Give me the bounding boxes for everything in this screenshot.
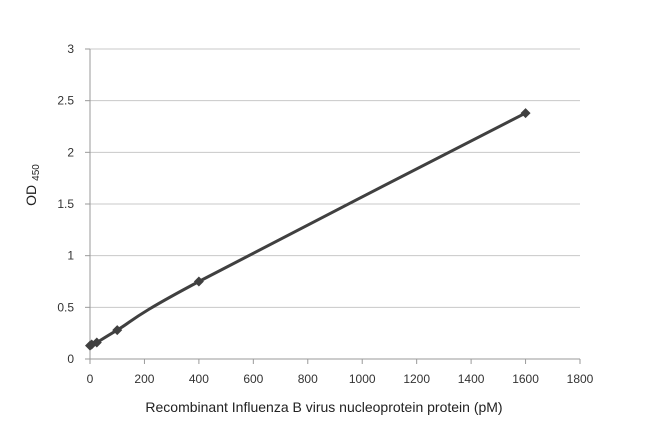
y-tick-label-2: 1 [67,249,74,263]
x-tick-label-4: 800 [298,372,318,386]
x-tick-label-3: 600 [243,372,263,386]
y-axis-title-subscript: 450 [31,164,42,181]
x-tick-label-9: 1800 [567,372,594,386]
x-tick-label-2: 400 [189,372,209,386]
y-tick-label-3: 1.5 [57,197,74,211]
y-tick-label-4: 2 [67,145,74,159]
data-point-4 [193,276,204,287]
x-tick-label-7: 1400 [458,372,485,386]
data-point-3 [112,325,123,336]
axes [85,48,581,364]
y-axis-title-main: OD [23,185,39,206]
x-tick-label-8: 1600 [512,372,539,386]
x-tick-label-1: 200 [134,372,154,386]
y-tick-label-0: 0 [67,352,74,366]
x-tick-label-5: 1000 [349,372,376,386]
y-tick-label-1: 0.5 [57,300,74,314]
series-line-0 [89,111,527,347]
x-tick-label-6: 1200 [403,372,430,386]
data-point-2 [91,337,102,348]
x-tick-label-0: 0 [87,372,94,386]
y-tick-labels: 0 0.5 1 1.5 2 2.5 3 [57,42,74,366]
y-axis-title: OD 450 [23,164,42,206]
x-axis-title: Recombinant Influenza B virus nucleoprot… [145,399,502,415]
x-tick-labels: 0 200 400 600 800 1000 1200 1400 1600 1800 [87,372,594,386]
y-tick-label-6: 3 [67,42,74,56]
data-point-5 [520,108,531,119]
y-tick-label-5: 2.5 [57,94,74,108]
gridlines [90,48,580,308]
series [85,108,531,351]
